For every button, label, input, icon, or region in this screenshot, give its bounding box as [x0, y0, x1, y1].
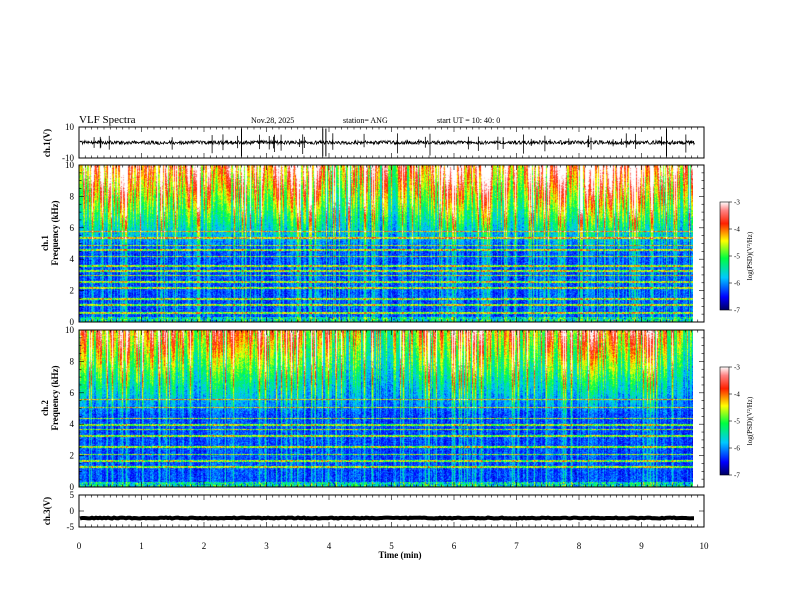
spectrogram-ytick-label: 0: [70, 317, 75, 327]
ch3-waveform-ylabel: ch.3(V): [42, 497, 52, 525]
ch1-spectrogram-ylabel: Frequency (kHz): [50, 200, 60, 265]
ch2-spectrogram-image: [79, 330, 693, 487]
colorbar-tick-label: -4: [734, 226, 740, 234]
ch2-colorbar-label: log(PSD)(V²/Hz): [746, 396, 754, 445]
ch1-spectrogram-image: [79, 165, 693, 322]
x-tick-label: 4: [327, 541, 332, 551]
ch2-spectrogram-ylabel: Frequency (kHz): [50, 365, 60, 430]
x-tick-label: 10: [700, 541, 710, 551]
ch3-waveform-yticks: 5 0 -5: [67, 490, 704, 532]
spectrogram-ytick-label: 0: [70, 482, 75, 492]
x-tick-label: 9: [639, 541, 644, 551]
colorbar-tick-label: -3: [734, 199, 740, 207]
figure-title: VLF Spectra: [79, 114, 136, 126]
x-axis-tick-labels: 0 1 2 3 4 5 6 7 8 9 10: [77, 541, 709, 551]
ch2-colorbar: [719, 366, 730, 476]
spectrogram-ytick-label: 4: [70, 254, 75, 264]
spectrogram-ytick-label: 6: [70, 388, 75, 398]
colorbar-tick-label: -5: [734, 418, 740, 426]
ch2-colorbar-ticks: -3 -4 -5 -6 -7: [729, 364, 740, 480]
colorbar-tick-label: -6: [734, 280, 740, 288]
ch1-spectrogram-yticks: 0 2 4 6 8 10: [65, 160, 704, 327]
ch1-waveform-spikes: [93, 128, 687, 157]
colorbar-tick-label: -7: [734, 307, 740, 315]
x-tick-label: 5: [389, 541, 394, 551]
station-label: station= ANG: [343, 116, 388, 125]
date-label: Nov.28, 2025: [251, 116, 294, 125]
ch2-spectrogram-yticks: 0 2 4 6 8 10: [65, 325, 704, 492]
spectrogram-ytick-label: 10: [65, 160, 75, 170]
ch1-waveform-trace: [79, 139, 695, 146]
spectrogram-ytick-label: 2: [70, 286, 75, 296]
spectrogram-ytick-label: 8: [70, 356, 75, 366]
ch1-colorbar-label: log(PSD)(V²/Hz): [746, 231, 754, 280]
ch1-spectrogram-ylabel-channel: ch.1: [40, 235, 50, 251]
x-tick-label: 8: [577, 541, 582, 551]
start-time-label: start UT = 10: 40: 0: [437, 116, 500, 125]
spectrogram-ytick-label: 2: [70, 451, 75, 461]
colorbar-tick-label: -4: [734, 391, 740, 399]
x-tick-label: 6: [452, 541, 457, 551]
spectrogram-ytick-label: 6: [70, 223, 75, 233]
x-axis-ticks: [78, 127, 705, 527]
spectrogram-ytick-label: 4: [70, 419, 75, 429]
x-tick-label: 2: [202, 541, 207, 551]
x-tick-label: 7: [514, 541, 519, 551]
ch1-waveform-ytick-bottom: -10: [62, 153, 74, 163]
x-tick-label: 1: [139, 541, 144, 551]
ch1-waveform-ytick-top: 10: [65, 122, 75, 132]
x-tick-label: 0: [77, 541, 82, 551]
ch1-waveform-ylabel: ch.1(V): [42, 129, 52, 157]
ch2-spectrogram-ylabel-channel: ch.2: [40, 400, 50, 416]
ch3-ytick-label: 5: [70, 490, 75, 500]
colorbar-tick-label: -5: [734, 253, 740, 261]
ch1-colorbar: [719, 201, 730, 311]
x-axis-label: Time (min): [378, 550, 421, 560]
ch3-ytick-label: 0: [70, 506, 75, 516]
colorbar-tick-label: -6: [734, 445, 740, 453]
colorbar-tick-label: -7: [734, 472, 740, 480]
x-tick-label: 3: [264, 541, 269, 551]
ch3-waveform-panel: 5 0 -5 ch.3(V): [42, 490, 705, 532]
ch3-ytick-label: -5: [67, 522, 75, 532]
ch1-colorbar-ticks: -3 -4 -5 -6 -7: [729, 199, 740, 315]
spectrogram-ytick-label: 10: [65, 325, 75, 335]
ch1-waveform-panel: 10 -10 ch.1(V): [42, 122, 705, 163]
colorbar-tick-label: -3: [734, 364, 740, 372]
ch3-waveform-trace: [79, 515, 694, 521]
spectrogram-ytick-label: 8: [70, 191, 75, 201]
